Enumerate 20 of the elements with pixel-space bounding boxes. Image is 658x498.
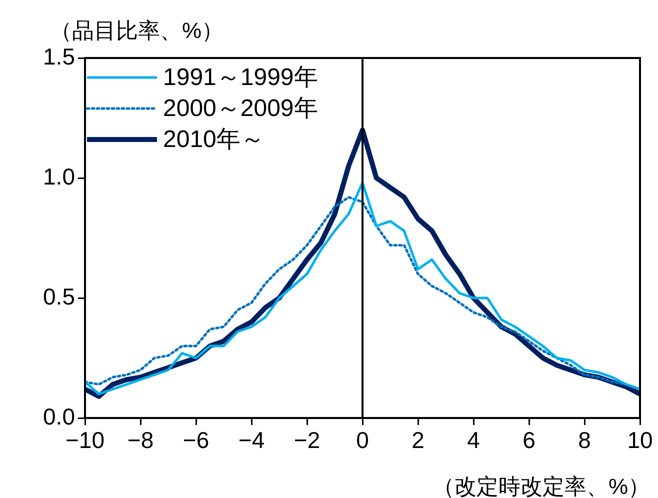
x-tick-label: −6 (182, 427, 210, 454)
y-tick-label: 0.0 (43, 403, 75, 430)
y-tick-label: 1.5 (43, 43, 75, 70)
x-tick-label: 10 (627, 427, 653, 454)
legend-label: 2010年～ (163, 126, 264, 154)
x-tick-label: 6 (522, 427, 536, 454)
y-axis-title: （品目比率、%） (50, 18, 224, 43)
x-axis-title: （改定時改定率、%） (432, 474, 650, 498)
x-tick-label: −2 (294, 427, 320, 454)
legend-label: 1991～1999年 (163, 64, 318, 92)
y-tick-label: 0.5 (43, 283, 75, 310)
x-tick-label: −10 (65, 427, 105, 454)
y-tick-label: 1.0 (43, 163, 75, 190)
x-tick-label: 8 (578, 427, 591, 454)
x-tick-label: 0 (356, 427, 369, 454)
x-tick-label: −4 (238, 427, 265, 454)
legend-label: 2000～2009年 (163, 95, 318, 122)
x-tick-label: −8 (127, 427, 154, 454)
x-tick-label: 2 (412, 427, 424, 454)
x-tick-label: 4 (467, 427, 480, 454)
